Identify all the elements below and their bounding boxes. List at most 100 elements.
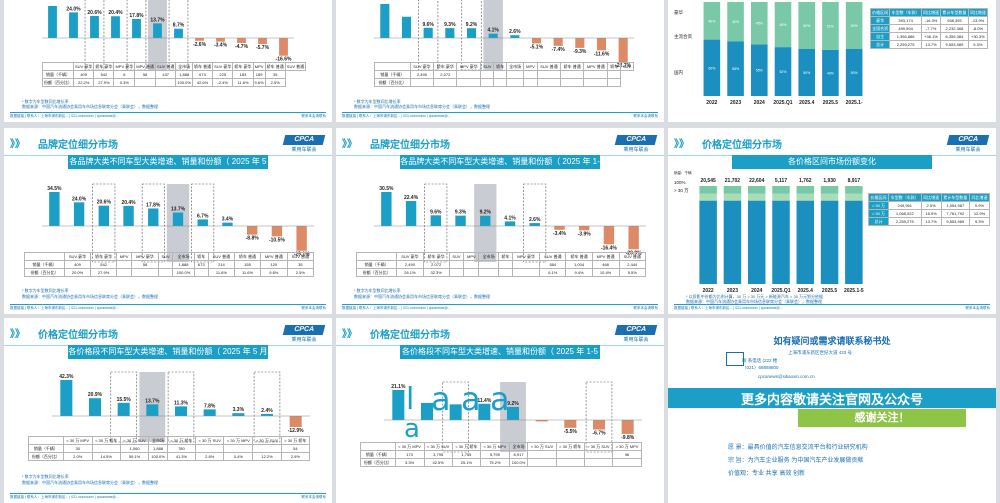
bar [132,19,141,38]
bar-label: -10.5% [269,237,285,243]
column-header: MPV 豪华 [131,252,159,261]
stacked-segment [845,186,863,194]
bar [216,38,225,42]
bar-label: -5.1% [530,44,544,50]
bar [628,226,639,250]
column-header: 轿车 豪华 [422,252,450,261]
table-row: 全国合资 499,594 -7.7% 2,232,368 -8.0% [869,24,989,33]
bar-label: -5.5% [564,429,578,435]
bar [449,404,462,420]
bar-chart: 30.5% 22.4% 9.6% 9.3% 9.2% 4.1% 2.6% -3.4% -3.9%… [374,183,646,263]
footer: 数据链接 | 联系人：上海市浦东新区... | 021-xxxxxxxxx | … [342,112,658,118]
column-header: 轿车 普通 [191,62,214,71]
bar-label: -3.4% [553,231,567,237]
column-header: SUV 普通 [286,252,315,261]
column-header: MPV 普通 [259,252,288,261]
bar-label: -6.7% [592,431,606,437]
bar-chart: 24.0% 20.6% 20.4% 17.8% 13.7% 8.7% -2.6% -3.4% -… [42,0,294,71]
stacked-segment [747,193,766,201]
stacked-segment [727,2,744,42]
bar [279,38,288,56]
page-title: 价格定位细分市场 [38,330,118,341]
stacked-segment [796,186,815,194]
footer: 数据链接 | 联系人：上海市浦东新区... | 021-xxxxxxxxx | … [342,304,658,310]
slide-4: 》》 品牌定位细分市场 CPCA 乘用车联会 各品牌大类不同车型大类增速、销量和份… [4,128,332,314]
data-table: SUV 豪华 轿车 豪华 SUV MPV 全市场 轿车 MPV 豪华 SUV 普通 轿车 普通 M… [355,252,647,277]
x-tick-label: 2025.5 [823,100,839,106]
chart-title-banner: 各品牌大类不同车型大类增速、销量和份额（ 2025 年 1-5 [400,155,600,180]
side-table: 价格区间 车型数（车款） 同比增速 累计车型数量 同比增速 豪华 393,174 -16.3%… [869,8,989,49]
segment-label: 40% [708,19,715,23]
bar-label: 9.6% [430,209,442,215]
vision-line: 愿 景：最具价值的汽车信息交流平台和行业研究机构 [728,445,868,451]
segment-label: 42% [732,20,739,24]
stacked-bar-chart: 60% 40% 2022 58% 42% 2023 55% 45% 2024 52% 48% 2025… [674,2,863,106]
bar-label: 11.3% [174,400,188,406]
bar-label: 20.4% [108,10,123,16]
stacked-segment [820,193,839,201]
header-arrows: 》》 [10,139,25,150]
segment-label: 50% [851,24,858,28]
bar-label: 17.8% [146,202,161,208]
glyph-a: a [431,380,451,418]
bar [148,208,159,226]
follow-text: 更多内容敬请关注官网及公众号 [740,392,923,407]
bar [381,192,392,226]
stacked-segment [798,2,816,49]
bar [117,402,130,416]
column-header: < 30 万 SUV [527,442,557,451]
column-header: 全市场 [478,252,499,261]
table-row: 总计 2,259,275 13.7% 9,553,989 9.3% [869,40,989,49]
bar [73,202,85,226]
column-header: SUV [448,252,465,261]
bar [603,226,615,245]
segment-label: 58% [732,67,739,71]
bar [392,390,405,420]
bar-label: -7.4% [552,47,566,53]
bar-label: -8.8% [246,236,260,242]
slide-7: 》》 价格定位细分市场 CPCA 乘用车联会 各价格段不同车型大类增速、销量和份额… [4,318,332,503]
stacked-segment [820,200,839,284]
column-header: < 30 万 轿车 [166,436,197,445]
footnote: * 以投影中份额为比例计算，30 万 > 30 万元 > 新能源汽车 > 30 … [686,294,824,299]
cpca-logo: CPCA 乘用车联会 [614,325,658,343]
y-label: > 30 万 [674,188,689,194]
column-header: SUV 豪华 [396,252,424,261]
source-note: 数据来源：中国汽车流通协会乘用车市场信息联席分会（乘联会），数据整理 [354,104,490,109]
bar-label: 6.7% [197,213,209,219]
values-line: 价值观：专业 共享 高效 创新 [728,471,806,477]
footer: 数据链接 | 联系人：上海市浦东新区... | 021-xxxxxxxxx | … [10,112,326,118]
column-header: MPV 豪华 [512,252,541,261]
x-tick-label: 2022 [706,100,717,106]
column-header: 轿车 普通 [264,62,286,71]
column-header: < 30 万 MPV [62,436,93,445]
total-label: 5,117 [775,178,787,184]
dashed-box [191,183,215,263]
bar [488,33,498,38]
column-header: 全市场 [175,62,193,71]
bar-label: -3.4% [214,43,228,49]
footer: 数据链接 | 联系人：上海市浦东新区... | 021-xxxxxxxxx | … [10,493,326,499]
contact-email[interactable]: cpcanews@sitiaoxin.com.cn [758,374,815,379]
x-tick-label: 2025.1-5 [844,288,864,294]
slide-2: 9.6% 9.3% 9.2% 4.1% 2.6% -5.1% -7.4% -9.3% -11.6… [336,0,664,122]
column-header: 轿车 [607,62,621,71]
table-row: 总计 2,259,275 13.7% 9,553,989 9.3% [868,217,991,226]
x-tick-label: 2024 [751,288,762,294]
bar-label: 24.0% [72,196,87,202]
column-header: < 30 万 MPV [394,442,425,451]
segment-label: 50% [803,71,810,75]
bar-label: 9.2% [507,401,519,407]
bar [197,219,208,226]
bar-label: -16.4% [601,245,617,251]
footnote: * 数字为车型数同比增长率 [354,288,401,293]
header-arrows: 》》 [674,139,689,150]
dashed-box [92,183,116,263]
column-header: MPV [252,62,266,71]
segment-label: 55% [756,69,763,73]
bar-label: -16.6% [276,57,292,63]
stacked-segment [822,49,839,96]
bar [123,205,134,226]
side-table: 价格区间 车型数（车款） 同比增速 累计车型数量 同比增速 > 30 万 249,951 2.… [868,193,991,226]
bar-label: -2.6% [193,42,207,48]
